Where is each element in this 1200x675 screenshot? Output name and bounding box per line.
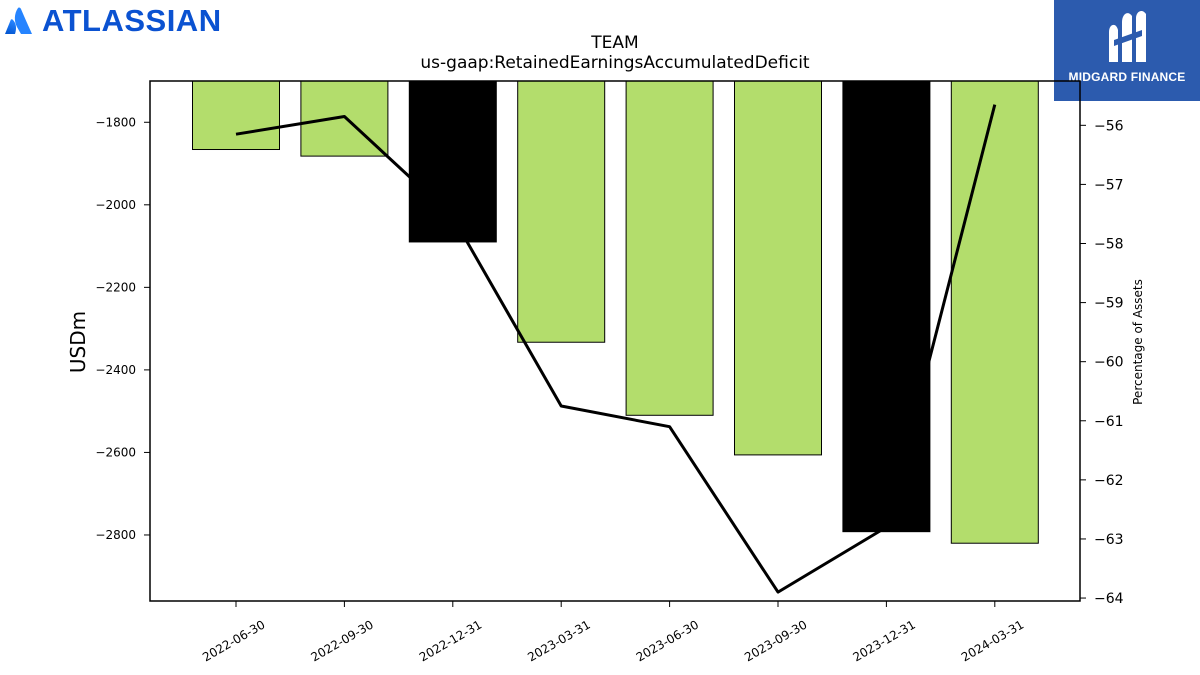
midgard-finance-logo: MIDGARD FINANCE	[1054, 0, 1200, 101]
x-tick-label: 2023-03-31	[525, 617, 592, 664]
atlassian-mark-icon	[5, 7, 32, 35]
y2-tick-label: −63	[1094, 532, 1124, 548]
y2-tick-label: −64	[1094, 591, 1124, 607]
y-tick-label: −1800	[95, 115, 136, 129]
chart-title: TEAM	[590, 33, 638, 53]
bar-2022-06-30	[192, 80, 280, 151]
x-tick-label: 2024-03-31	[959, 617, 1026, 664]
y-tick-label: −2800	[95, 528, 136, 542]
y2-tick-label: −57	[1094, 177, 1124, 193]
bar-2023-09-30	[734, 80, 822, 456]
atlassian-wordmark: ATLASSIAN	[42, 3, 222, 38]
y-tick-label: −2400	[95, 363, 136, 377]
chart-subtitle: us-gaap:RetainedEarningsAccumulatedDefic…	[420, 53, 810, 73]
y-axis-label: USDm	[66, 311, 90, 373]
x-tick-label: 2022-09-30	[308, 617, 375, 664]
x-tick-label: 2023-06-30	[634, 617, 701, 664]
y2-tick-label: −62	[1094, 473, 1124, 489]
bar-2024-03-31	[950, 80, 1039, 544]
line-layer	[235, 104, 997, 594]
y-tick-label: −2200	[95, 280, 136, 294]
y2-axis-label: Percentage of Assets	[1131, 279, 1145, 405]
y2-tick-label: −56	[1094, 118, 1124, 134]
x-tick-label: 2022-12-31	[417, 617, 484, 664]
percentage-line	[235, 104, 997, 594]
x-tick-label: 2023-09-30	[742, 617, 809, 664]
y-tick-label: −2000	[95, 198, 136, 212]
atlassian-logo: ATLASSIAN	[4, 4, 222, 38]
y2-tick-label: −58	[1094, 237, 1124, 253]
y2-tick-label: −61	[1094, 414, 1124, 430]
bar-2023-03-31	[517, 80, 606, 343]
bars-layer	[192, 80, 1039, 544]
bar-2023-12-31	[842, 80, 931, 533]
midgard-mark-icon	[1109, 11, 1146, 62]
y-tick-label: −2600	[95, 445, 136, 459]
x-tick-label: 2023-12-31	[850, 617, 917, 664]
plot-frame	[149, 80, 1081, 602]
y2-tick-label: −60	[1094, 355, 1124, 371]
midgard-wordmark: MIDGARD FINANCE	[1068, 70, 1186, 84]
bar-2023-06-30	[625, 80, 714, 416]
y2-tick-label: −59	[1094, 296, 1124, 312]
x-tick-label: 2022-06-30	[200, 617, 267, 664]
